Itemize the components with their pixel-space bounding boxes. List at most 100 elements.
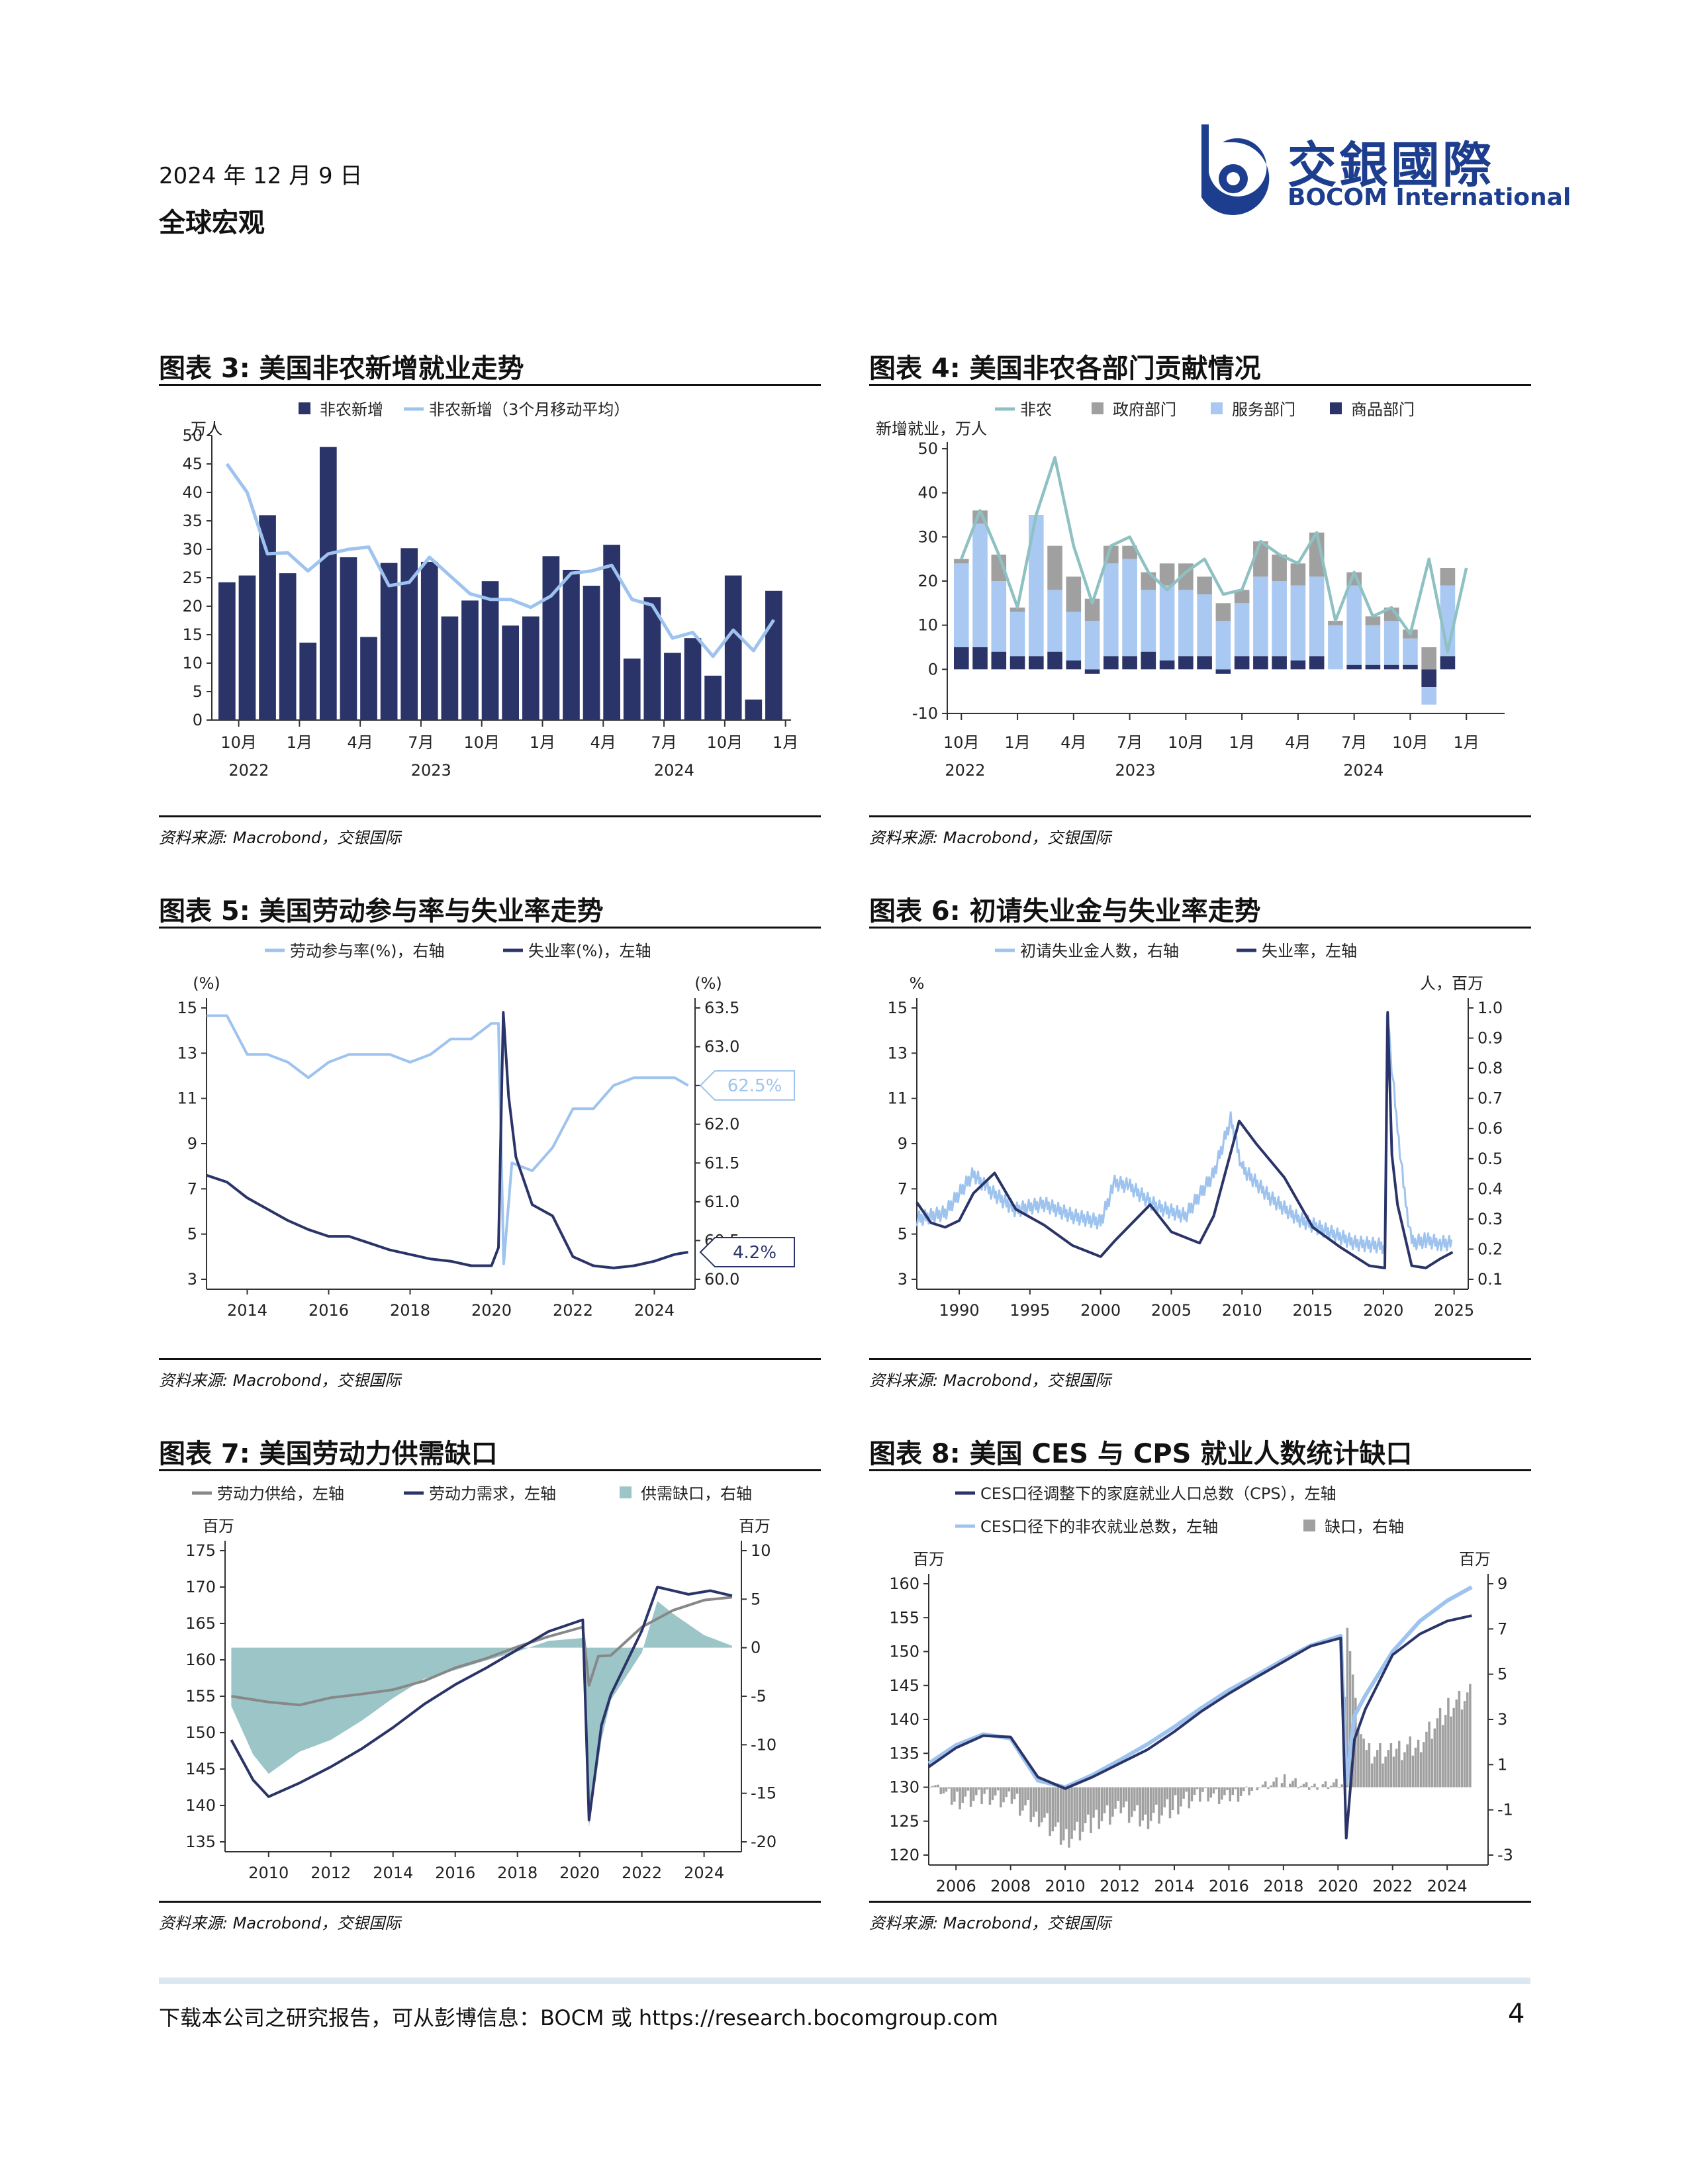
- bar-goods: [1197, 656, 1212, 670]
- y-tick-label: 0: [928, 660, 938, 678]
- gap-bar: [1294, 1778, 1297, 1788]
- title-rule: [159, 1469, 821, 1471]
- bar-services: [1103, 563, 1119, 657]
- legend-label: 非农: [1020, 400, 1052, 419]
- legend-label: 劳动力供给，左轴: [217, 1484, 344, 1503]
- left-tick-label: 170: [185, 1578, 216, 1596]
- gap-bar: [1373, 1756, 1376, 1788]
- x-tick-label: 7月: [408, 733, 434, 752]
- legend-label: 商品部门: [1351, 400, 1415, 419]
- bar-government: [1215, 603, 1231, 621]
- gap-bar: [1084, 1787, 1087, 1823]
- gap-bar: [1450, 1716, 1452, 1788]
- x-tick-label: 10月: [1392, 733, 1429, 752]
- gap-bar: [1239, 1787, 1243, 1796]
- chart-participation-unemployment: 劳动参与率(%)，右轴 失业率(%)，左轴 (%) (%) 3 5 7 9 11 13 15 60.0…: [177, 942, 795, 1320]
- bar: [724, 575, 742, 720]
- y-tick-label: 20: [182, 597, 203, 615]
- x-tick-label: 4月: [1285, 733, 1311, 752]
- right-tick-label: 0.4: [1477, 1179, 1503, 1198]
- x-tick-label: 1月: [1004, 733, 1030, 752]
- left-tick-label: 155: [185, 1687, 216, 1706]
- callout-label: 4.2%: [733, 1243, 776, 1263]
- bar-goods: [1365, 664, 1381, 670]
- x-year-label: 2024: [654, 761, 694, 780]
- moving-average-line: [225, 463, 775, 659]
- callout-box: [699, 1070, 795, 1101]
- y-tick-label: 30: [917, 527, 938, 546]
- gap-bar: [1215, 1787, 1218, 1790]
- x-tick-label: 2006: [936, 1877, 976, 1895]
- total-nonfarm-line: [960, 456, 1468, 653]
- logo-chinese-name: 交銀國際: [1288, 137, 1494, 194]
- bar-services: [1290, 585, 1306, 660]
- bar: [704, 675, 722, 720]
- gap-bar: [1321, 1784, 1325, 1788]
- gap-bar: [1297, 1787, 1299, 1789]
- y-tick-label: 0: [193, 711, 203, 729]
- right-tick-label: 0.5: [1477, 1150, 1503, 1168]
- gap-bar: [1078, 1787, 1082, 1841]
- gap-bar: [1444, 1715, 1447, 1788]
- left-tick-label: 5: [898, 1225, 908, 1244]
- ces-nonfarm-line: [927, 1585, 1473, 1790]
- x-year-label: 2023: [411, 761, 451, 780]
- x-tick-label: 10月: [1168, 733, 1204, 752]
- right-tick-label: 0: [751, 1639, 761, 1657]
- right-tick-label: -1: [1497, 1801, 1513, 1819]
- bar-goods: [1103, 656, 1119, 670]
- x-tick-label: 2018: [1263, 1877, 1303, 1895]
- gap-bar: [1068, 1787, 1070, 1848]
- chart-source: 资料来源: Macrobond，交银国际: [869, 829, 1111, 847]
- logo-english-name: BOCOM International: [1288, 184, 1571, 211]
- gap-bar: [1070, 1787, 1073, 1839]
- left-tick-label: 11: [177, 1089, 197, 1108]
- gap-bar: [1131, 1787, 1133, 1817]
- bar-services: [1346, 585, 1362, 665]
- footer-bar: [159, 1978, 1530, 1984]
- bar-services: [1197, 594, 1212, 657]
- gap-bar: [1229, 1787, 1231, 1801]
- gap-bar: [1243, 1787, 1245, 1792]
- y-tick-label: 20: [917, 572, 938, 590]
- gap-bar: [1419, 1752, 1423, 1788]
- gap-bar: [1302, 1784, 1305, 1788]
- title-rule: [869, 927, 1531, 929]
- chart-title: 图表 7: 美国劳动力供需缺口: [159, 1439, 498, 1469]
- gap-bar: [1049, 1787, 1051, 1836]
- x-tick-label: 2025: [1434, 1301, 1474, 1320]
- bar-services: [1383, 621, 1399, 665]
- gap-bar: [1466, 1692, 1469, 1788]
- left-tick-label: 145: [889, 1676, 919, 1695]
- gap-bar: [1092, 1787, 1095, 1818]
- x-tick-label: 2020: [471, 1301, 512, 1320]
- gap-bar: [994, 1787, 997, 1796]
- right-tick-label: 61.0: [704, 1193, 739, 1211]
- gap-bar: [1100, 1787, 1103, 1821]
- gap-bar: [947, 1787, 951, 1789]
- left-tick-label: 9: [898, 1134, 908, 1153]
- gap-bar: [1217, 1787, 1221, 1804]
- right-tick-label: 5: [751, 1590, 761, 1608]
- bar-government: [1066, 576, 1082, 612]
- right-tick-label: 0.8: [1477, 1059, 1503, 1077]
- left-tick-label: 15: [177, 999, 197, 1017]
- gap-bar: [1117, 1787, 1119, 1801]
- gap-bar: [1348, 1651, 1352, 1788]
- gap-bar: [1177, 1787, 1180, 1815]
- chart-title: 图表 4: 美国非农各部门贡献情况: [869, 353, 1261, 384]
- gap-bar: [1008, 1787, 1011, 1792]
- gap-bar: [1438, 1707, 1442, 1788]
- source-rule: [869, 815, 1531, 817]
- gap-bar: [1139, 1787, 1141, 1827]
- gap-bar: [1460, 1709, 1464, 1788]
- gap-bar: [1327, 1787, 1330, 1790]
- gap-bar: [1027, 1787, 1029, 1800]
- bar-government: [1272, 555, 1287, 581]
- x-tick-label: 2022: [622, 1864, 662, 1882]
- gap-bar: [1360, 1734, 1362, 1788]
- legend-label: 失业率(%)，左轴: [528, 942, 651, 960]
- gap-bar: [1188, 1787, 1191, 1809]
- gap-bar: [1054, 1787, 1057, 1827]
- y-tick-label: 30: [182, 540, 203, 559]
